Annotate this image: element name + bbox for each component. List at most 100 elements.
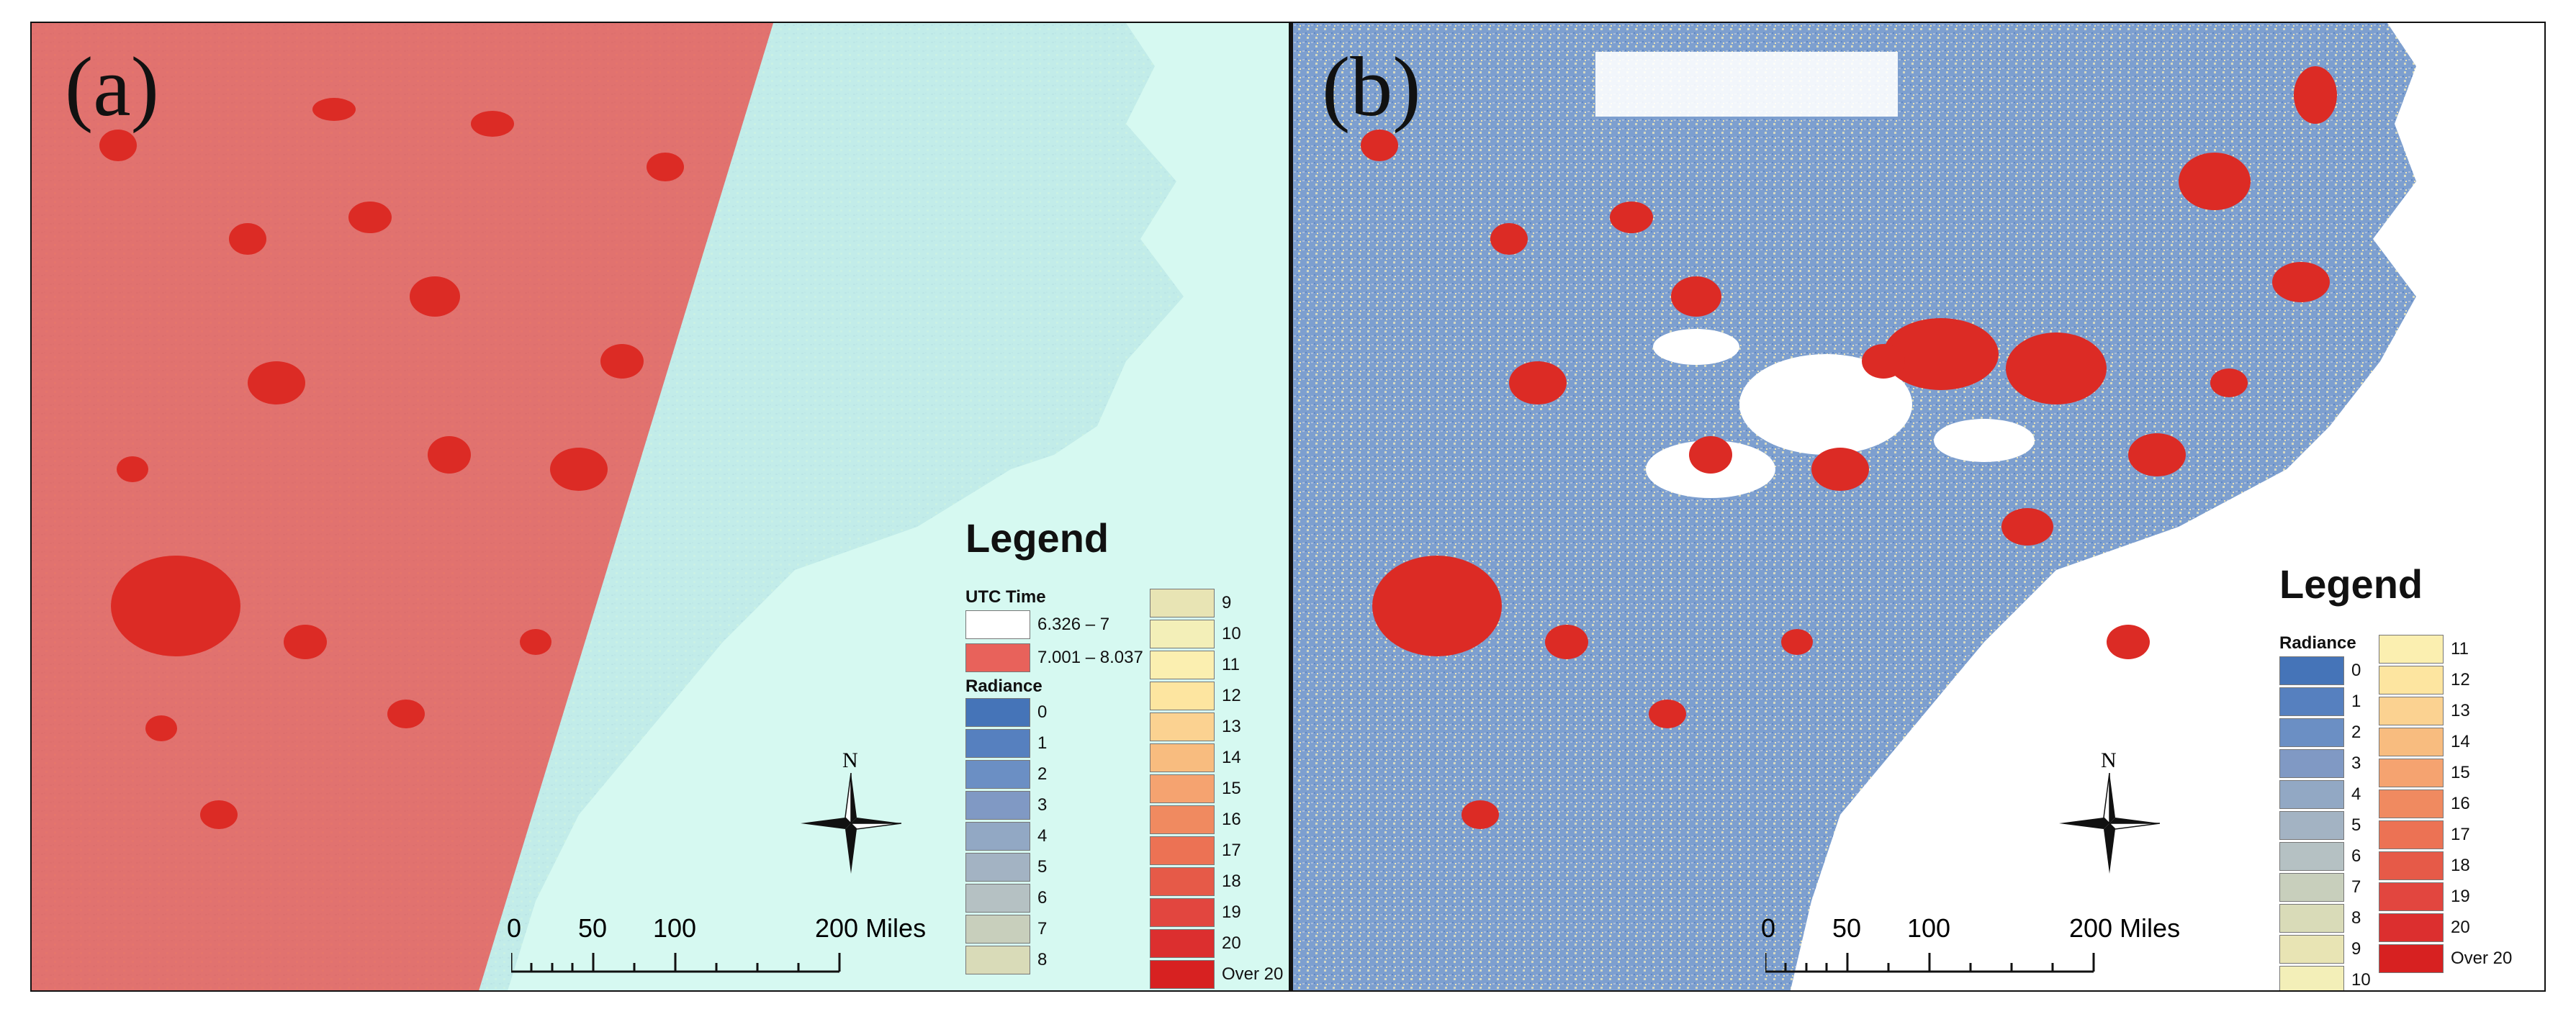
swath-aqua: [479, 23, 1289, 990]
urban-cluster: [1509, 361, 1567, 404]
urban-cluster: [99, 130, 137, 161]
compass-rose-icon: [801, 773, 901, 874]
swatch: [965, 643, 1030, 672]
lake: [1653, 329, 1739, 365]
swatch-label: 14: [2451, 732, 2470, 751]
lake: [1934, 419, 2035, 462]
swatch: [2279, 966, 2344, 990]
swatch: [1150, 743, 1215, 772]
urban-cluster: [2001, 508, 2053, 546]
swatch-label: 7: [2351, 877, 2361, 897]
swatch: [965, 853, 1030, 882]
top-gap: [1595, 52, 1898, 117]
urban-cluster: [111, 556, 240, 656]
legend-b-title: Legend: [2279, 561, 2423, 607]
swatch-label: Over 20: [2451, 949, 2513, 968]
urban-cluster: [2272, 262, 2330, 302]
urban-cluster: [1671, 276, 1721, 317]
swatch-label: 13: [1222, 717, 1241, 736]
swatch: [965, 729, 1030, 758]
map-panel-a: (a) N 0 50 100 200 Miles: [30, 22, 1290, 992]
urban-cluster: [2128, 433, 2186, 476]
urban-cluster: [600, 344, 644, 379]
swatch-label: 10: [2351, 970, 2371, 990]
panel-a-label: (a): [65, 40, 159, 134]
land-area: [1293, 23, 2416, 990]
swatch-label: Over 20: [1222, 964, 1284, 984]
swatch-label: 1: [2351, 692, 2361, 711]
urban-cluster: [647, 153, 684, 181]
urban-cluster: [117, 456, 148, 482]
swatch: [965, 610, 1030, 639]
urban-cluster: [2294, 66, 2337, 124]
swatch-label: 2: [2351, 723, 2361, 742]
scale-bar-a: 0 50 100 200 Miles: [507, 915, 926, 990]
swatch: [1150, 651, 1215, 679]
urban-cluster: [2179, 153, 2251, 210]
swatch: [2379, 913, 2444, 942]
swatch: [1150, 620, 1215, 648]
swatch: [2279, 749, 2344, 778]
map-panel-b: (b) N 0 50 100 200 Miles: [1290, 22, 2546, 992]
swatch: [2279, 687, 2344, 716]
swatch-label: 13: [2451, 701, 2470, 720]
swatch: [1150, 929, 1215, 958]
north-label-a: N: [842, 748, 858, 772]
urban-cluster: [200, 800, 238, 829]
urban-cluster: [1490, 223, 1528, 255]
swatch: [965, 698, 1030, 727]
legend-b: Legend Radiance 0 1 2 3 4 5 6 7 8 9 10 11 12 13 14 15 1…: [2279, 556, 2544, 990]
urban-cluster: [1372, 556, 1502, 656]
swatch: [965, 822, 1030, 851]
swatch-label: 8: [1037, 950, 1048, 969]
swatch-label: 5: [1037, 857, 1048, 877]
swatch: [2379, 882, 2444, 911]
swatch-label: 6: [1037, 888, 1048, 908]
swatch-label: 7.001 – 8.037: [1037, 648, 1143, 667]
swatch-label: 12: [1222, 686, 1241, 705]
swatch: [1150, 589, 1215, 617]
swatch: [1150, 898, 1215, 927]
urban-cluster: [1649, 700, 1686, 728]
scale-tick-0: 0: [1761, 913, 1776, 943]
swatch-label: 10: [1222, 624, 1241, 643]
urban-cluster: [550, 448, 608, 491]
urban-cluster: [2107, 625, 2150, 659]
swatch-label: 2: [1037, 764, 1048, 784]
swatch-label: 20: [1222, 933, 1241, 953]
urban-cluster: [520, 629, 551, 655]
swatch: [2279, 656, 2344, 685]
panel-b-label: (b): [1322, 40, 1421, 134]
swatch-label: 18: [1222, 872, 1241, 891]
scale-tick-50: 50: [1832, 913, 1862, 943]
swatch-label: 16: [1222, 810, 1241, 829]
swatch: [965, 791, 1030, 820]
urban-cluster: [410, 276, 460, 317]
swatch: [2379, 666, 2444, 695]
scale-bar-line: [511, 953, 841, 973]
swath-red: [32, 23, 773, 990]
map-b-canvas: [1293, 23, 2416, 990]
north-arrow-a: N: [801, 748, 901, 874]
swatch-label: 17: [2451, 825, 2470, 844]
swatch: [1150, 712, 1215, 741]
map-a-canvas: [32, 23, 1289, 990]
urban-cluster: [248, 361, 305, 404]
urban-clusters-a: [99, 98, 684, 829]
swatch: [2279, 718, 2344, 747]
urban-cluster: [1610, 202, 1653, 233]
urban-cluster: [428, 436, 471, 474]
swatch-label: 11: [1222, 655, 1240, 674]
north-label-b: N: [2101, 748, 2117, 772]
urban-cluster: [387, 700, 425, 728]
swatch-label: 9: [2351, 939, 2361, 959]
swatch-label: 3: [1037, 795, 1048, 815]
swatch: [2379, 944, 2444, 973]
swatch: [2279, 935, 2344, 964]
urban-cluster: [145, 715, 177, 741]
swatch-label: 17: [1222, 841, 1241, 860]
urban-cluster: [1545, 625, 1588, 659]
legend-b-radiance-heading: Radiance: [2279, 633, 2356, 653]
swatch-label: 3: [2351, 754, 2361, 773]
swatch: [1150, 774, 1215, 803]
